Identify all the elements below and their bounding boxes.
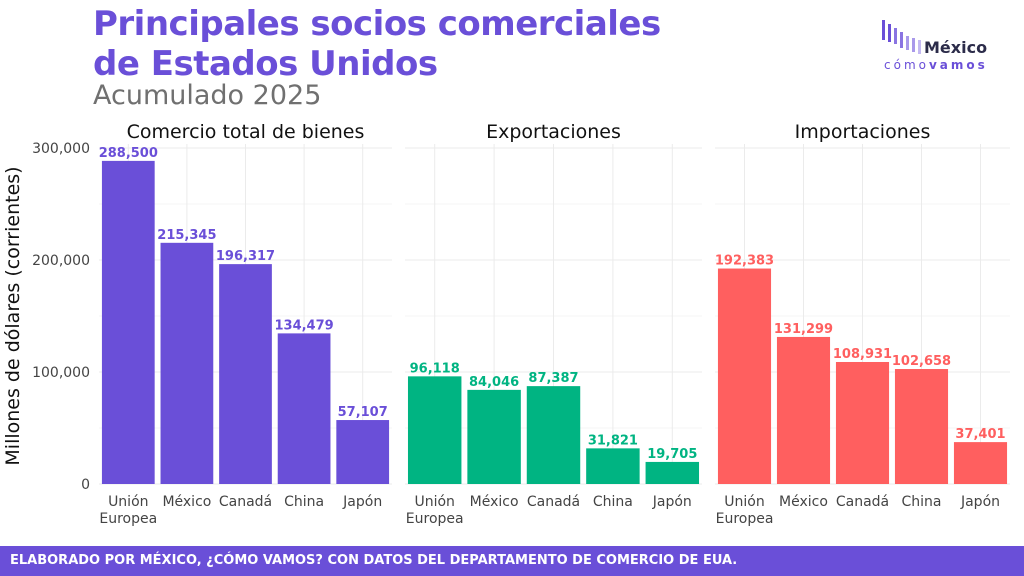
bar bbox=[526, 386, 581, 484]
x-tick-label: Canadá bbox=[836, 494, 889, 510]
x-tick-label: Europea bbox=[99, 511, 157, 527]
bar-value-label: 57,107 bbox=[338, 405, 388, 420]
x-tick-label: China bbox=[593, 494, 633, 510]
footer-source-note: ELABORADO POR MÉXICO, ¿CÓMO VAMOS? CON D… bbox=[0, 546, 1024, 576]
x-tick-label: México bbox=[162, 494, 211, 510]
mexico-como-vamos-logo: México cómovamos bbox=[880, 14, 1010, 74]
bar bbox=[277, 333, 331, 484]
chart-title: Principales socios comerciales de Estado… bbox=[93, 4, 661, 84]
bar bbox=[407, 376, 462, 484]
x-tick-label: China bbox=[284, 494, 324, 510]
y-tick-label: 300,000 bbox=[32, 141, 90, 157]
bar-value-label: 96,118 bbox=[410, 361, 460, 376]
bar-value-label: 37,401 bbox=[955, 427, 1005, 442]
bar-value-label: 131,299 bbox=[774, 322, 833, 337]
x-tick-label: Japón bbox=[960, 494, 1000, 510]
bar-value-label: 102,658 bbox=[892, 354, 951, 369]
bar-value-label: 192,383 bbox=[715, 254, 774, 269]
x-tick-label: China bbox=[902, 494, 942, 510]
bar bbox=[894, 369, 949, 484]
bar bbox=[219, 264, 272, 484]
x-tick-label: México bbox=[470, 494, 519, 510]
bar bbox=[586, 448, 640, 484]
x-tick-label: México bbox=[779, 494, 828, 510]
x-tick-label: Canadá bbox=[527, 494, 580, 510]
faceted-bar-chart: Millones de dólares (corrientes) 0 100,000… bbox=[2, 121, 1010, 527]
bar bbox=[160, 242, 214, 484]
bar bbox=[645, 461, 700, 484]
bar-value-label: 108,931 bbox=[833, 347, 892, 362]
bar bbox=[467, 389, 521, 484]
panel-title: Importaciones bbox=[795, 121, 931, 143]
bar bbox=[101, 160, 155, 484]
logo-text-bottom: cómovamos bbox=[884, 58, 988, 72]
bar-value-label: 31,821 bbox=[588, 433, 638, 448]
x-tick-label: Japón bbox=[342, 494, 382, 510]
bar bbox=[336, 420, 390, 484]
logo-text-top: México bbox=[924, 38, 988, 57]
x-tick-label: Unión bbox=[414, 494, 454, 510]
bar bbox=[717, 268, 772, 484]
bar-value-label: 134,479 bbox=[274, 318, 333, 333]
bar-value-label: 288,500 bbox=[99, 146, 158, 161]
y-tick-label: 0 bbox=[81, 477, 90, 493]
y-tick-label: 100,000 bbox=[32, 365, 90, 381]
bar-value-label: 87,387 bbox=[528, 371, 578, 386]
logo-bars-icon bbox=[882, 20, 921, 54]
x-tick-label: Unión bbox=[108, 494, 148, 510]
bar-value-label: 215,345 bbox=[157, 228, 216, 243]
x-tick-label: Japón bbox=[652, 494, 692, 510]
bar bbox=[953, 442, 1008, 484]
bar bbox=[835, 361, 890, 484]
panel-title: Comercio total de bienes bbox=[127, 121, 365, 143]
y-axis-label: Millones de dólares (corrientes) bbox=[2, 166, 24, 465]
bar bbox=[776, 336, 831, 484]
bar-value-label: 19,705 bbox=[647, 447, 697, 462]
chart-subtitle: Acumulado 2025 bbox=[93, 80, 322, 111]
x-tick-label: Europea bbox=[716, 511, 774, 527]
x-tick-label: Unión bbox=[724, 494, 764, 510]
x-tick-label: Canadá bbox=[219, 494, 272, 510]
bar-value-label: 196,317 bbox=[216, 249, 275, 264]
x-tick-label: Europea bbox=[406, 511, 464, 527]
y-tick-label: 200,000 bbox=[32, 253, 90, 269]
panel-title: Exportaciones bbox=[486, 121, 621, 143]
bar-value-label: 84,046 bbox=[469, 375, 519, 390]
